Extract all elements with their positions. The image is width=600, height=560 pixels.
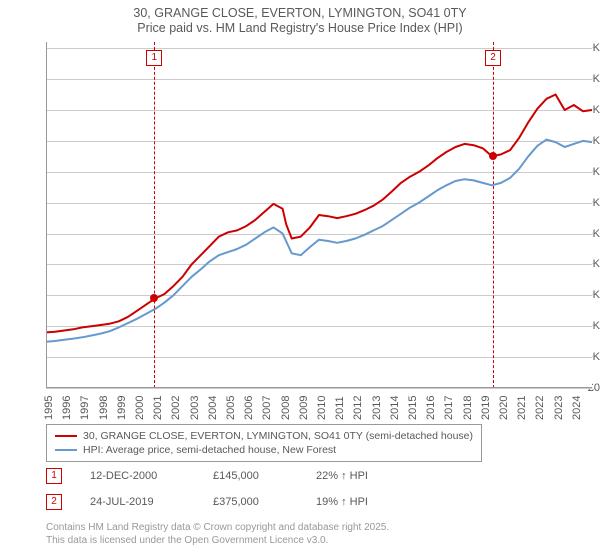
sale-marker-dot (150, 294, 158, 302)
y-axis-line (46, 42, 47, 388)
sale-price: £375,000 (213, 496, 288, 508)
xtick-label: 1998 (98, 396, 110, 420)
xtick-label: 2013 (371, 396, 383, 420)
xtick-label: 2014 (389, 396, 401, 420)
xtick-label: 2008 (280, 396, 292, 420)
marker-badge: 2 (485, 50, 501, 66)
xtick-label: 1996 (61, 396, 73, 420)
xtick-label: 2006 (243, 396, 255, 420)
sale-vs-hpi: 19% ↑ HPI (316, 496, 368, 508)
legend-label-price-paid: 30, GRANGE CLOSE, EVERTON, LYMINGTON, SO… (83, 430, 473, 442)
sale-badge: 1 (46, 468, 62, 484)
legend-swatch-blue (55, 449, 77, 451)
sale-row: 2 24-JUL-2019 £375,000 19% ↑ HPI (46, 494, 368, 510)
xtick-label: 2001 (152, 396, 164, 420)
xtick-label: 2002 (170, 396, 182, 420)
legend-item-price-paid: 30, GRANGE CLOSE, EVERTON, LYMINGTON, SO… (55, 429, 473, 443)
xtick-label: 2022 (534, 396, 546, 420)
xtick-label: 1999 (116, 396, 128, 420)
xtick-label: 2019 (480, 396, 492, 420)
footer-copyright: Contains HM Land Registry data © Crown c… (46, 522, 389, 533)
sale-row: 1 12-DEC-2000 £145,000 22% ↑ HPI (46, 468, 368, 484)
xtick-label: 2007 (261, 396, 273, 420)
sale-marker-dot (489, 152, 497, 160)
gridline (46, 388, 592, 389)
chart-plot-area: 12 (46, 42, 592, 388)
page-title: 30, GRANGE CLOSE, EVERTON, LYMINGTON, SO… (0, 0, 600, 21)
sale-price: £145,000 (213, 470, 288, 482)
sale-date: 12-DEC-2000 (90, 470, 185, 482)
xtick-label: 2024 (571, 396, 583, 420)
sale-vs-hpi: 22% ↑ HPI (316, 470, 368, 482)
xtick-label: 2018 (462, 396, 474, 420)
xtick-label: 2009 (298, 396, 310, 420)
legend: 30, GRANGE CLOSE, EVERTON, LYMINGTON, SO… (46, 424, 482, 462)
xtick-label: 2017 (443, 396, 455, 420)
price-paid-line-series (46, 42, 592, 388)
xtick-label: 2005 (225, 396, 237, 420)
xtick-label: 1997 (79, 396, 91, 420)
sale-badge: 2 (46, 494, 62, 510)
footer-licence: This data is licensed under the Open Gov… (46, 535, 328, 546)
xtick-label: 2000 (134, 396, 146, 420)
legend-swatch-red (55, 435, 77, 437)
xtick-label: 2020 (498, 396, 510, 420)
xtick-label: 2023 (553, 396, 565, 420)
xtick-label: 2015 (407, 396, 419, 420)
xtick-label: 2016 (425, 396, 437, 420)
sale-date: 24-JUL-2019 (90, 496, 185, 508)
page-subtitle: Price paid vs. HM Land Registry's House … (0, 21, 600, 36)
legend-label-hpi: HPI: Average price, semi-detached house,… (83, 444, 336, 456)
legend-item-hpi: HPI: Average price, semi-detached house,… (55, 443, 473, 457)
x-axis-line (46, 387, 592, 388)
xtick-label: 2011 (334, 396, 346, 420)
xtick-label: 1995 (43, 396, 55, 420)
xtick-label: 2021 (516, 396, 528, 420)
xtick-label: 2010 (316, 396, 328, 420)
xtick-label: 2012 (352, 396, 364, 420)
xtick-label: 2003 (189, 396, 201, 420)
xtick-label: 2004 (207, 396, 219, 420)
marker-badge: 1 (146, 50, 162, 66)
